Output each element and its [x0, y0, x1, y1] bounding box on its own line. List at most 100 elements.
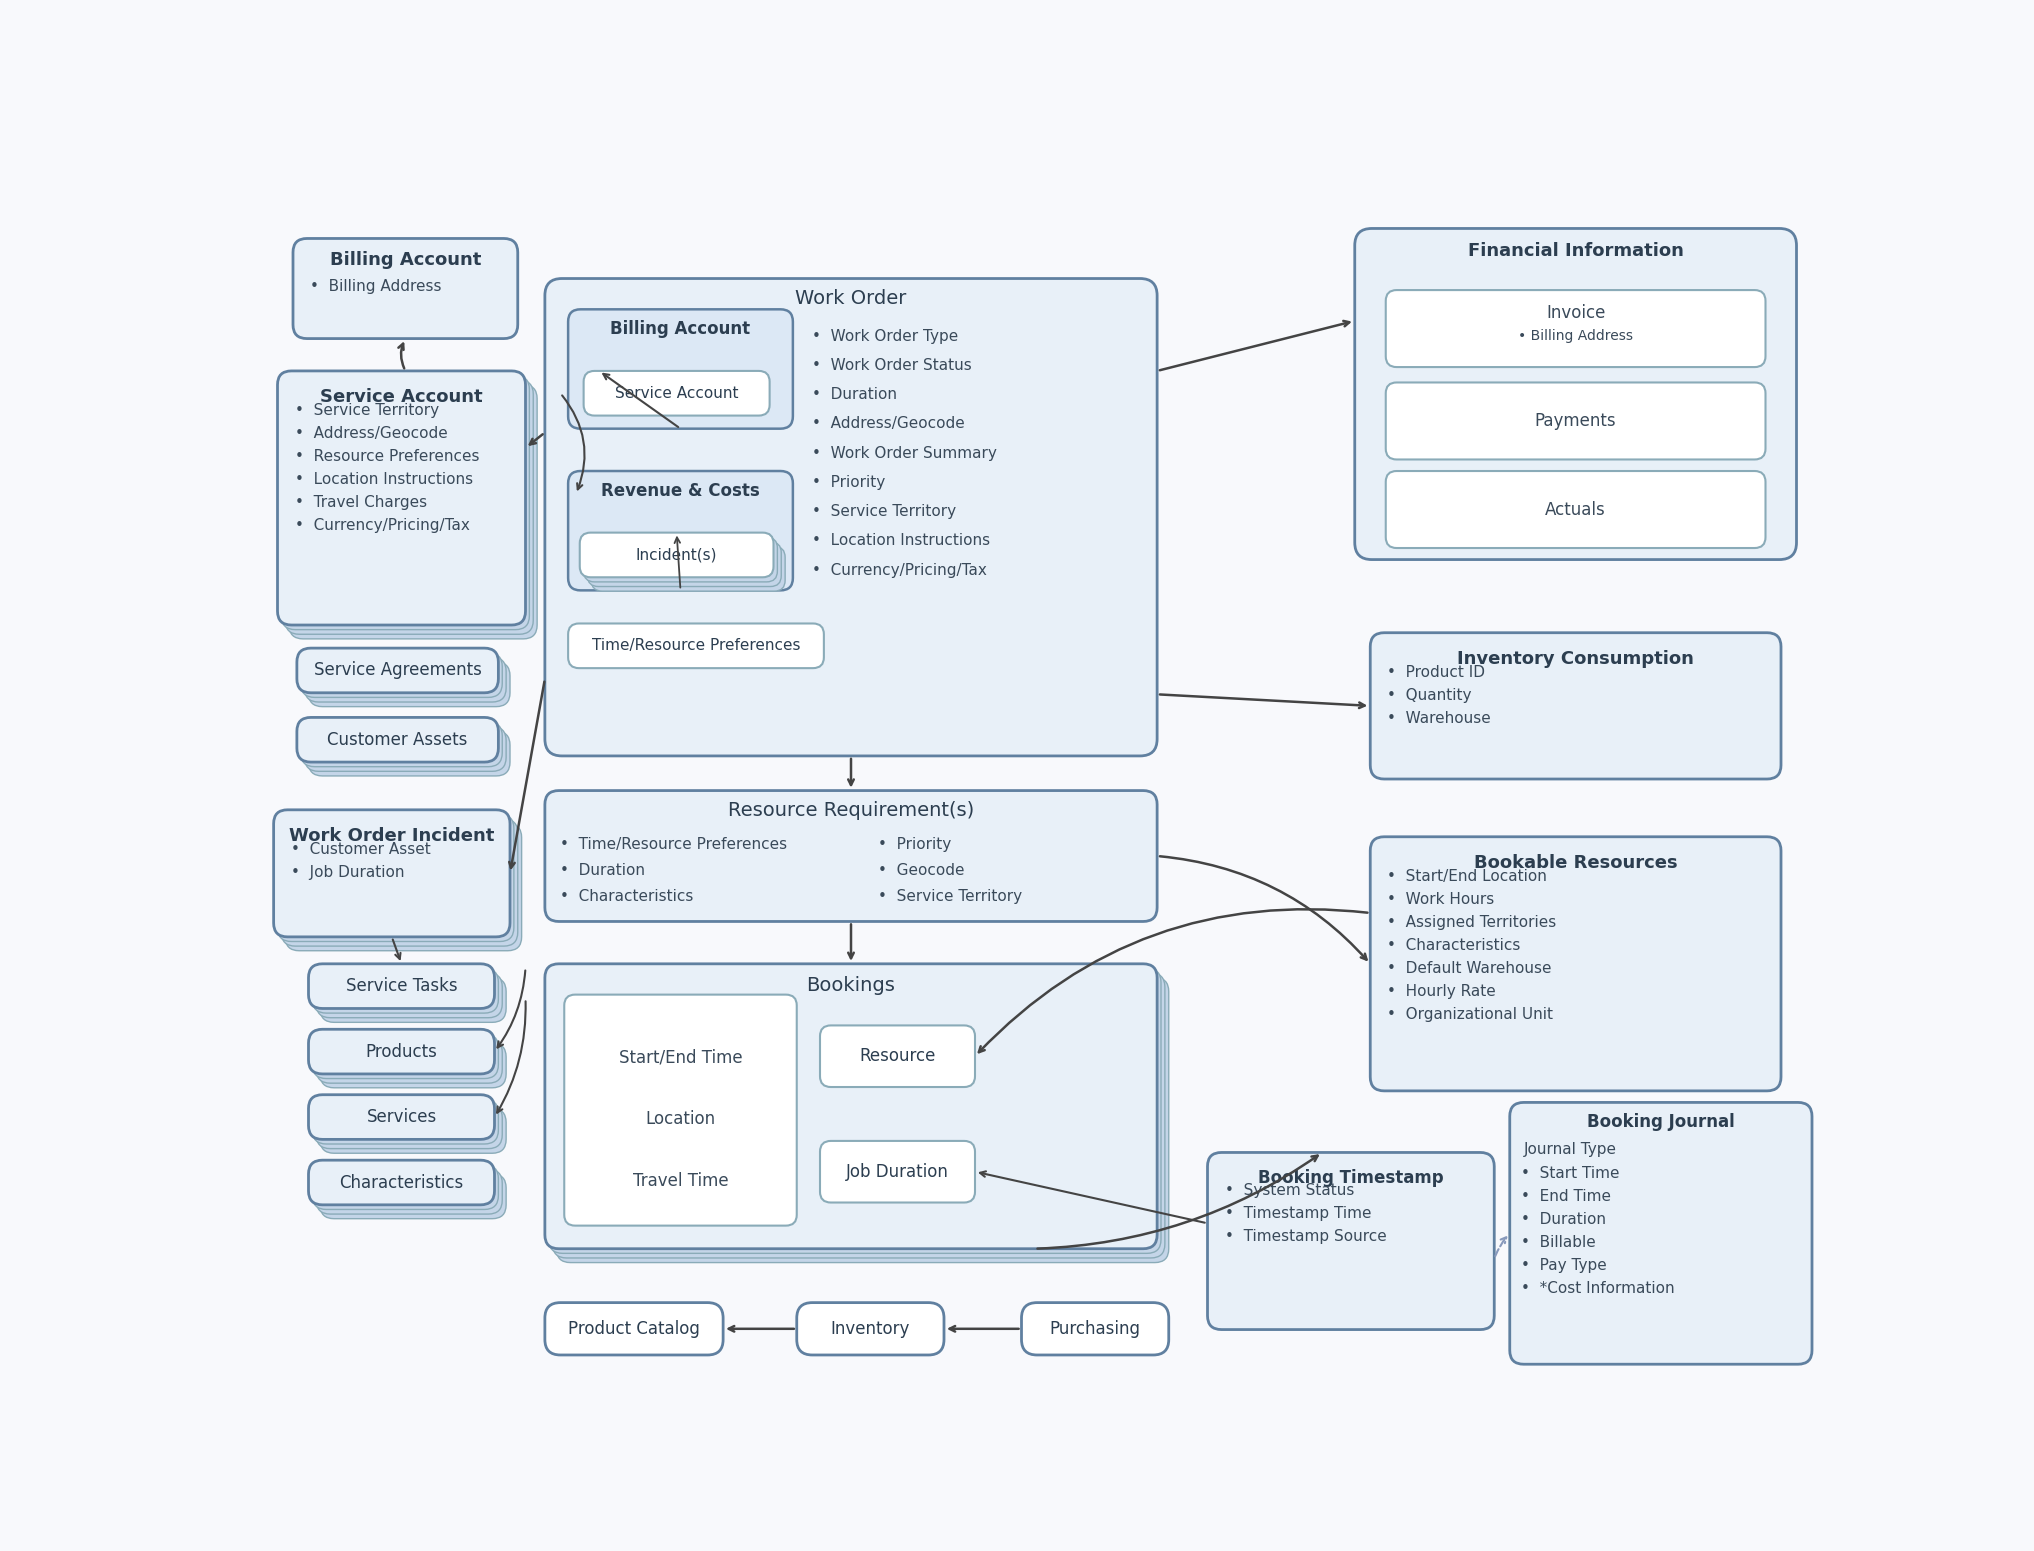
FancyBboxPatch shape [297, 718, 498, 762]
Text: Work Order Incident: Work Order Incident [289, 827, 494, 845]
Text: •  Billable: • Billable [1521, 1235, 1595, 1250]
FancyBboxPatch shape [309, 963, 494, 1008]
FancyBboxPatch shape [313, 1035, 498, 1078]
Text: •  Default Warehouse: • Default Warehouse [1387, 962, 1552, 976]
FancyBboxPatch shape [309, 1160, 494, 1205]
Text: •  Work Hours: • Work Hours [1387, 892, 1495, 907]
FancyBboxPatch shape [315, 1039, 502, 1083]
FancyBboxPatch shape [281, 819, 519, 946]
FancyBboxPatch shape [315, 1104, 502, 1149]
Text: •  Assigned Territories: • Assigned Territories [1387, 915, 1556, 931]
Text: Billing Account: Billing Account [330, 251, 482, 268]
FancyBboxPatch shape [1385, 383, 1766, 459]
Text: •  Resource Preferences: • Resource Preferences [295, 450, 480, 464]
Text: •  Service Territory: • Service Territory [879, 889, 1023, 904]
FancyBboxPatch shape [1509, 1103, 1812, 1365]
Text: •  Characteristics: • Characteristics [561, 889, 694, 904]
Text: •  System Status: • System Status [1224, 1183, 1355, 1199]
Text: •  Start Time: • Start Time [1521, 1165, 1619, 1180]
FancyBboxPatch shape [1021, 1303, 1170, 1356]
Text: Time/Resource Preferences: Time/Resource Preferences [592, 639, 799, 653]
FancyBboxPatch shape [319, 1109, 506, 1154]
FancyBboxPatch shape [584, 371, 769, 416]
Text: •  Duration: • Duration [1521, 1211, 1605, 1227]
FancyBboxPatch shape [545, 279, 1157, 755]
Text: Payments: Payments [1536, 413, 1617, 430]
Text: •  Warehouse: • Warehouse [1387, 710, 1491, 726]
Text: Service Tasks: Service Tasks [346, 977, 458, 996]
FancyBboxPatch shape [301, 723, 502, 766]
FancyBboxPatch shape [557, 977, 1170, 1263]
FancyBboxPatch shape [567, 472, 793, 591]
Text: •  Duration: • Duration [812, 388, 897, 402]
Text: •  Time/Resource Preferences: • Time/Resource Preferences [561, 838, 787, 851]
FancyBboxPatch shape [319, 1174, 506, 1219]
FancyBboxPatch shape [1371, 838, 1782, 1090]
Text: Resource Requirement(s): Resource Requirement(s) [728, 802, 974, 820]
Text: Bookings: Bookings [807, 976, 895, 996]
FancyBboxPatch shape [313, 968, 498, 1013]
FancyBboxPatch shape [285, 380, 533, 634]
Text: Characteristics: Characteristics [340, 1174, 464, 1191]
FancyBboxPatch shape [309, 1030, 494, 1073]
FancyBboxPatch shape [567, 309, 793, 428]
FancyBboxPatch shape [1355, 228, 1796, 560]
Text: Services: Services [366, 1107, 437, 1126]
Text: Booking Timestamp: Booking Timestamp [1259, 1169, 1444, 1188]
Text: Incident(s): Incident(s) [637, 548, 718, 563]
Text: •  Quantity: • Quantity [1387, 687, 1473, 703]
Text: Job Duration: Job Duration [846, 1163, 950, 1180]
FancyBboxPatch shape [820, 1025, 974, 1087]
FancyBboxPatch shape [580, 532, 773, 577]
FancyBboxPatch shape [820, 1142, 974, 1202]
Text: Service Account: Service Account [319, 388, 482, 406]
Text: •  *Cost Information: • *Cost Information [1521, 1281, 1674, 1297]
Text: •  Priority: • Priority [879, 838, 952, 851]
Text: •  Work Order Summary: • Work Order Summary [812, 445, 997, 461]
FancyBboxPatch shape [309, 1095, 494, 1140]
FancyBboxPatch shape [563, 994, 797, 1225]
Text: •  Hourly Rate: • Hourly Rate [1387, 985, 1497, 999]
FancyBboxPatch shape [319, 1044, 506, 1087]
Text: •  Geocode: • Geocode [879, 862, 964, 878]
Text: •  Product ID: • Product ID [1387, 665, 1485, 679]
Text: •  Service Territory: • Service Territory [812, 504, 956, 520]
Text: Product Catalog: Product Catalog [567, 1320, 700, 1339]
Text: •  Pay Type: • Pay Type [1521, 1258, 1607, 1273]
FancyBboxPatch shape [305, 658, 506, 703]
FancyBboxPatch shape [567, 624, 824, 668]
Text: Actuals: Actuals [1546, 501, 1607, 518]
Text: •  Address/Geocode: • Address/Geocode [812, 416, 964, 431]
Text: Bookable Resources: Bookable Resources [1475, 853, 1678, 872]
Text: Revenue & Costs: Revenue & Costs [602, 482, 761, 499]
FancyBboxPatch shape [549, 968, 1161, 1253]
Text: •  Job Duration: • Job Duration [291, 865, 405, 879]
FancyBboxPatch shape [305, 727, 506, 771]
Text: •  Currency/Pricing/Tax: • Currency/Pricing/Tax [295, 518, 470, 534]
Text: Products: Products [366, 1042, 437, 1061]
Text: Billing Account: Billing Account [610, 320, 751, 338]
FancyBboxPatch shape [313, 1165, 498, 1210]
Text: •  Location Instructions: • Location Instructions [812, 534, 991, 549]
Text: •  Work Order Type: • Work Order Type [812, 329, 958, 344]
FancyBboxPatch shape [1385, 290, 1766, 368]
Text: •  Timestamp Source: • Timestamp Source [1224, 1230, 1387, 1244]
FancyBboxPatch shape [281, 375, 529, 630]
FancyBboxPatch shape [1385, 472, 1766, 548]
Text: Travel Time: Travel Time [633, 1171, 728, 1190]
Text: •  Location Instructions: • Location Instructions [295, 472, 472, 487]
Text: Journal Type: Journal Type [1523, 1143, 1617, 1157]
FancyBboxPatch shape [1208, 1152, 1495, 1329]
FancyBboxPatch shape [285, 824, 521, 951]
Text: Purchasing: Purchasing [1050, 1320, 1141, 1339]
FancyBboxPatch shape [309, 731, 511, 776]
Text: Work Order: Work Order [795, 290, 907, 309]
FancyBboxPatch shape [588, 541, 781, 586]
FancyBboxPatch shape [275, 810, 511, 937]
Text: •  Address/Geocode: • Address/Geocode [295, 427, 447, 440]
FancyBboxPatch shape [545, 791, 1157, 921]
Text: •  Organizational Unit: • Organizational Unit [1387, 1007, 1554, 1022]
FancyBboxPatch shape [309, 662, 511, 707]
Text: •  Customer Asset: • Customer Asset [291, 842, 431, 856]
FancyBboxPatch shape [553, 972, 1165, 1258]
